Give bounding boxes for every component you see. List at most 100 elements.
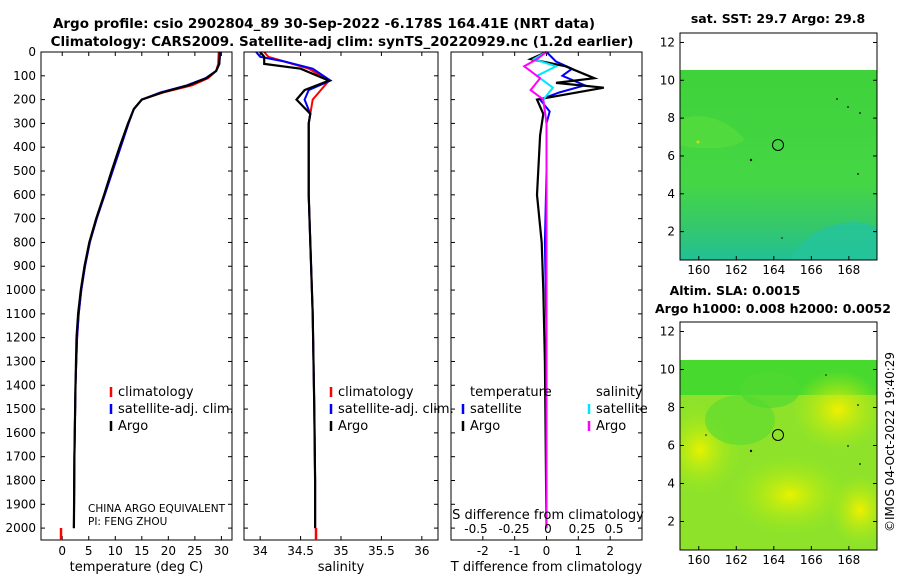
y-tick-label: 100: [13, 69, 36, 83]
y-tick-label: 200: [13, 93, 36, 107]
map-y-tick-label: 6: [667, 439, 675, 453]
y-tick-label: 2000: [5, 521, 36, 535]
legend-label: satellite: [596, 402, 648, 417]
x-tick-label: 35: [333, 544, 348, 558]
sst-speck: [859, 112, 861, 114]
figure-title-line2: Climatology: CARS2009. Satellite-adj cli…: [51, 34, 634, 50]
y-tick-label: 400: [13, 140, 36, 154]
y-tick-label: 900: [13, 259, 36, 273]
sst-cool-patch: [790, 221, 877, 260]
y-tick-label: 1300: [5, 354, 36, 368]
sla-map: 160 162 164 166 168 2 4 6 8 10 12: [660, 321, 878, 567]
series-t-argo: [527, 50, 604, 529]
sst-speck: [781, 237, 783, 239]
x-tick-label: -2: [477, 544, 489, 558]
map-y-tick-label: 4: [667, 477, 675, 491]
sla-speck: [749, 449, 753, 453]
x-tick-label: 0: [543, 544, 551, 558]
series-argo: [72, 51, 221, 529]
map-x-tick-label: 162: [725, 263, 748, 277]
series-s-argo: [522, 51, 548, 529]
y-tick-label: 1500: [5, 402, 36, 416]
series-climatology: [72, 51, 220, 529]
figure-title-line1: Argo profile: csio 2902804_89 30-Sep-202…: [53, 16, 595, 32]
legend-label: satellite-adj. clim.: [118, 402, 234, 417]
sla-speck: [847, 445, 849, 447]
legend-label: satellite: [470, 402, 522, 417]
map-y-tick-label: 8: [667, 401, 675, 415]
panel-temperature: 0 100 200 300 400 500 600 700 800 900 1000 1100 1200…: [5, 45, 233, 575]
map-x-tick-label: 160: [687, 263, 710, 277]
sst-lighter-patch: [680, 116, 745, 149]
x-tick-label-secondary: -0.25: [498, 522, 529, 536]
series-satellite-adj-clim-: [72, 51, 222, 529]
x-axis-label: temperature (deg C): [70, 560, 204, 575]
map-y-tick-label: 2: [667, 225, 675, 239]
x-tick-label-secondary: 0.25: [569, 522, 596, 536]
map-y-tick-label: 6: [667, 149, 675, 163]
sst-speck: [696, 140, 700, 144]
pi-annotation: CHINA ARGO EQUIVALENT: [88, 503, 226, 515]
x-axis-label: T difference from climatology: [450, 560, 643, 575]
map-x-tick-label: 166: [800, 263, 823, 277]
x-tick-label: 0: [58, 544, 66, 558]
x-tick-label-secondary: -0.5: [464, 522, 487, 536]
y-tick-label: 600: [13, 188, 36, 202]
y-tick-label: 1000: [5, 283, 36, 297]
map-y-tick-label: 8: [667, 111, 675, 125]
panel-difference: -2 -1 0 1 2 T difference from climatology temp…: [450, 50, 648, 575]
x-tick-label: -1: [509, 544, 521, 558]
sla-low-region: [740, 372, 800, 408]
y-tick-label: 300: [13, 116, 36, 130]
sla-speck: [859, 463, 861, 465]
sla-high-region: [830, 475, 877, 545]
legend-label: Argo: [596, 419, 626, 434]
map-y-tick-label: 2: [667, 515, 675, 529]
sst-map-title: sat. SST: 29.7 Argo: 29.8: [691, 11, 865, 26]
y-tick-label: 1100: [5, 307, 36, 321]
sst-speck: [749, 158, 753, 162]
sla-speck: [825, 374, 827, 376]
x-tick-label: 34.5: [287, 544, 314, 558]
series-climatology: [263, 51, 331, 529]
y-tick-label: 800: [13, 235, 36, 249]
y-tick-label: 1800: [5, 473, 36, 487]
map-y-tick-label: 12: [660, 325, 675, 339]
y-tick-label: 1900: [5, 497, 36, 511]
map-x-tick-label: 162: [725, 553, 748, 567]
y-tick-label: 1200: [5, 331, 36, 345]
plot-frame: [40, 51, 233, 541]
legend-title-temperature: temperature: [470, 385, 552, 400]
map-x-tick-label: 160: [687, 553, 710, 567]
y-tick-label: 1700: [5, 450, 36, 464]
map-y-tick-label: 4: [667, 187, 675, 201]
sla-map-border: [679, 321, 878, 551]
sla-speck: [857, 404, 859, 406]
map-x-tick-label: 164: [762, 263, 785, 277]
x-axis-label-secondary: S difference from climatology: [452, 508, 644, 523]
legend-label: Argo: [470, 419, 500, 434]
x-tick-label: 1: [575, 544, 583, 558]
sla-map-title: Altim. SLA: 0.0015: [670, 283, 801, 298]
sst-map-border: [679, 32, 878, 261]
map-y-tick-label: 10: [660, 73, 675, 87]
pi-annotation: PI: FENG ZHOU: [88, 516, 167, 528]
legend-label: satellite-adj. clim.: [338, 402, 454, 417]
sla-speck: [705, 434, 707, 436]
map-x-tick-label: 164: [762, 553, 785, 567]
sst-speck: [847, 106, 849, 108]
legend-title-salinity: salinity: [596, 385, 643, 400]
sst-speck: [836, 98, 838, 100]
y-tick-label: 1600: [5, 426, 36, 440]
x-tick-label: 36: [414, 544, 429, 558]
x-tick-label-secondary: 0: [544, 522, 552, 536]
plot-frame: [243, 51, 439, 541]
y-tick-label: 0: [28, 45, 36, 59]
sla-high-region: [730, 455, 850, 535]
plot-frame: [450, 51, 643, 541]
y-tick-label: 700: [13, 212, 36, 226]
argo-location-marker: [772, 429, 784, 441]
map-x-tick-label: 168: [837, 263, 860, 277]
y-tick-label: 500: [13, 164, 36, 178]
